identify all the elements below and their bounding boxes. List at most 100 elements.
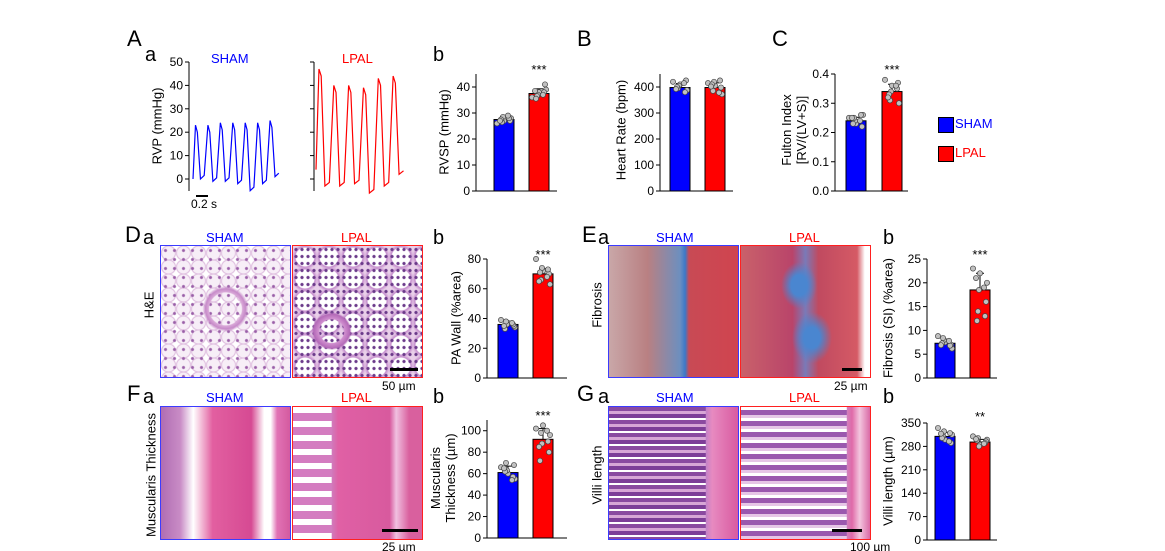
fibrosis-label-lpal: LPAL: [789, 230, 820, 245]
rvsp-bar-lpal: [528, 93, 550, 192]
rvp-tick-label: 20: [170, 125, 184, 139]
fulton-data-point: [882, 76, 888, 83]
rvp-trace-lpal: [315, 68, 404, 195]
fibrosis-data-point: [947, 342, 953, 349]
rvsp-ylabel: RVSP (mmHg): [436, 89, 452, 175]
fulton-data-point: [850, 120, 856, 127]
legend-label-lpal: LPAL: [955, 145, 986, 160]
fibrosis-data-point: [981, 284, 987, 291]
panel-label-D: D: [125, 222, 141, 247]
muscularis-tick-label: 40: [468, 488, 482, 502]
heart_rate-data-point: [708, 83, 714, 90]
pa_wall-bar-lpal: [532, 273, 554, 379]
heart_rate-data-point: [673, 86, 679, 93]
villi-tick-label: 70: [908, 510, 922, 524]
villi-label-sham: SHAM: [656, 390, 694, 405]
villi-tick-label: 0: [914, 533, 921, 547]
rvsp-bar-sham: [493, 119, 515, 192]
fulton-ylabel: Fulton Index [RV/(LV+S)]: [779, 94, 809, 166]
muscularis-data-point: [533, 425, 539, 432]
pa_wall-data-point: [533, 256, 539, 262]
he-label-sham: SHAM: [206, 230, 244, 245]
rvsp-tick-label: 40: [457, 80, 471, 94]
heart_rate-data-point: [716, 89, 722, 96]
fibrosis-image-lpal: [740, 245, 871, 378]
pa_wall-data-point: [545, 266, 551, 273]
muscularis-data-point: [511, 462, 517, 469]
fibrosis-tick-label: 0: [914, 371, 921, 385]
muscularis-data-point: [509, 477, 515, 484]
rvp-tick-label: 10: [170, 149, 184, 163]
heart_rate-data-point: [718, 84, 724, 91]
fibrosis-label-sham: SHAM: [656, 230, 694, 245]
rvsp-data-point: [505, 112, 511, 119]
legend-swatch-sham: [938, 117, 954, 133]
fibrosis-data-point: [977, 270, 983, 277]
subpanel-label-Ab: b: [433, 44, 445, 66]
rvsp-data-point: [533, 95, 539, 102]
muscularis-label-sham: SHAM: [206, 390, 244, 405]
fulton-data-point: [885, 94, 891, 101]
rvp-tick-label: 30: [170, 102, 184, 116]
pa_wall-data-point: [537, 269, 543, 276]
villi-bar-sham: [934, 435, 956, 541]
time-scale-label: 0.2 s: [191, 197, 218, 211]
muscularis-tick-label: 20: [468, 510, 482, 524]
villi-data-point: [935, 425, 941, 431]
fibrosis-data-point: [938, 342, 944, 349]
fibrosis-tick-label: 10: [908, 323, 922, 337]
heart_rate-tick-label: 300: [634, 106, 654, 120]
rvsp-tick-label: 30: [457, 106, 471, 120]
muscularis-data-point: [547, 432, 553, 438]
villi-data-point: [938, 430, 944, 437]
pa_wall-tick-label: 60: [468, 282, 482, 296]
panel-label-C: C: [772, 26, 788, 51]
fibrosis-data-point: [940, 335, 946, 341]
fibrosis-data-point: [970, 265, 976, 272]
fibrosis-tick-label: 20: [908, 276, 922, 290]
muscularis-data-point: [537, 457, 543, 464]
muscularis-bar-sham: [497, 472, 519, 539]
muscularis-data-point: [540, 422, 546, 429]
subpanel-label-Aa: a: [145, 44, 157, 66]
villi-data-point: [976, 443, 982, 450]
rvsp-data-point: [542, 81, 548, 88]
muscularis-data-point: [503, 459, 509, 466]
scale-label-he: 50 µm: [382, 379, 416, 393]
rvp-tick-label: 40: [170, 78, 184, 92]
trace-label-lpal: LPAL: [342, 51, 373, 66]
muscularis-tick-label: 60: [468, 467, 482, 481]
villi-tick-label: 350: [901, 416, 921, 430]
pa_wall-tick-label: 20: [468, 341, 482, 355]
fulton-tick-label: 0.3: [812, 96, 829, 110]
subpanel-label-Ga: a: [598, 386, 610, 408]
villi-data-point: [973, 436, 979, 442]
pa_wall-significance: ***: [535, 247, 550, 262]
fulton-tick-label: 0.1: [812, 155, 829, 169]
fibrosis-data-point: [974, 317, 980, 324]
pa_wall-data-point: [501, 322, 507, 329]
fibrosis-image-sham: [608, 245, 739, 378]
fulton-data-point: [896, 100, 902, 107]
panel-label-A: A: [127, 26, 142, 51]
pa_wall-tick-label: 40: [468, 312, 482, 326]
heart_rate-tick-label: 400: [634, 80, 654, 94]
heart_rate-tick-label: 100: [634, 158, 654, 172]
scale-label-fibrosis: 25 µm: [834, 379, 868, 393]
subpanel-label-Eb: b: [883, 227, 895, 249]
rvsp-data-point: [540, 91, 546, 98]
legend-label-sham: SHAM: [955, 116, 993, 131]
fibrosis-data-point: [984, 279, 990, 286]
rvp-tick-label: 50: [170, 55, 184, 69]
muscularis-data-point: [501, 465, 507, 472]
scale-bar-he: [390, 368, 418, 371]
pa_wall-data-point: [544, 273, 550, 280]
fibrosis-data-point: [975, 308, 981, 315]
fibrosis-data-point: [946, 337, 952, 344]
panel-label-G: G: [577, 381, 595, 406]
muscularis-data-point: [536, 443, 542, 450]
fulton-bar-sham: [845, 120, 867, 192]
heart_rate-tick-label: 0: [647, 184, 654, 198]
